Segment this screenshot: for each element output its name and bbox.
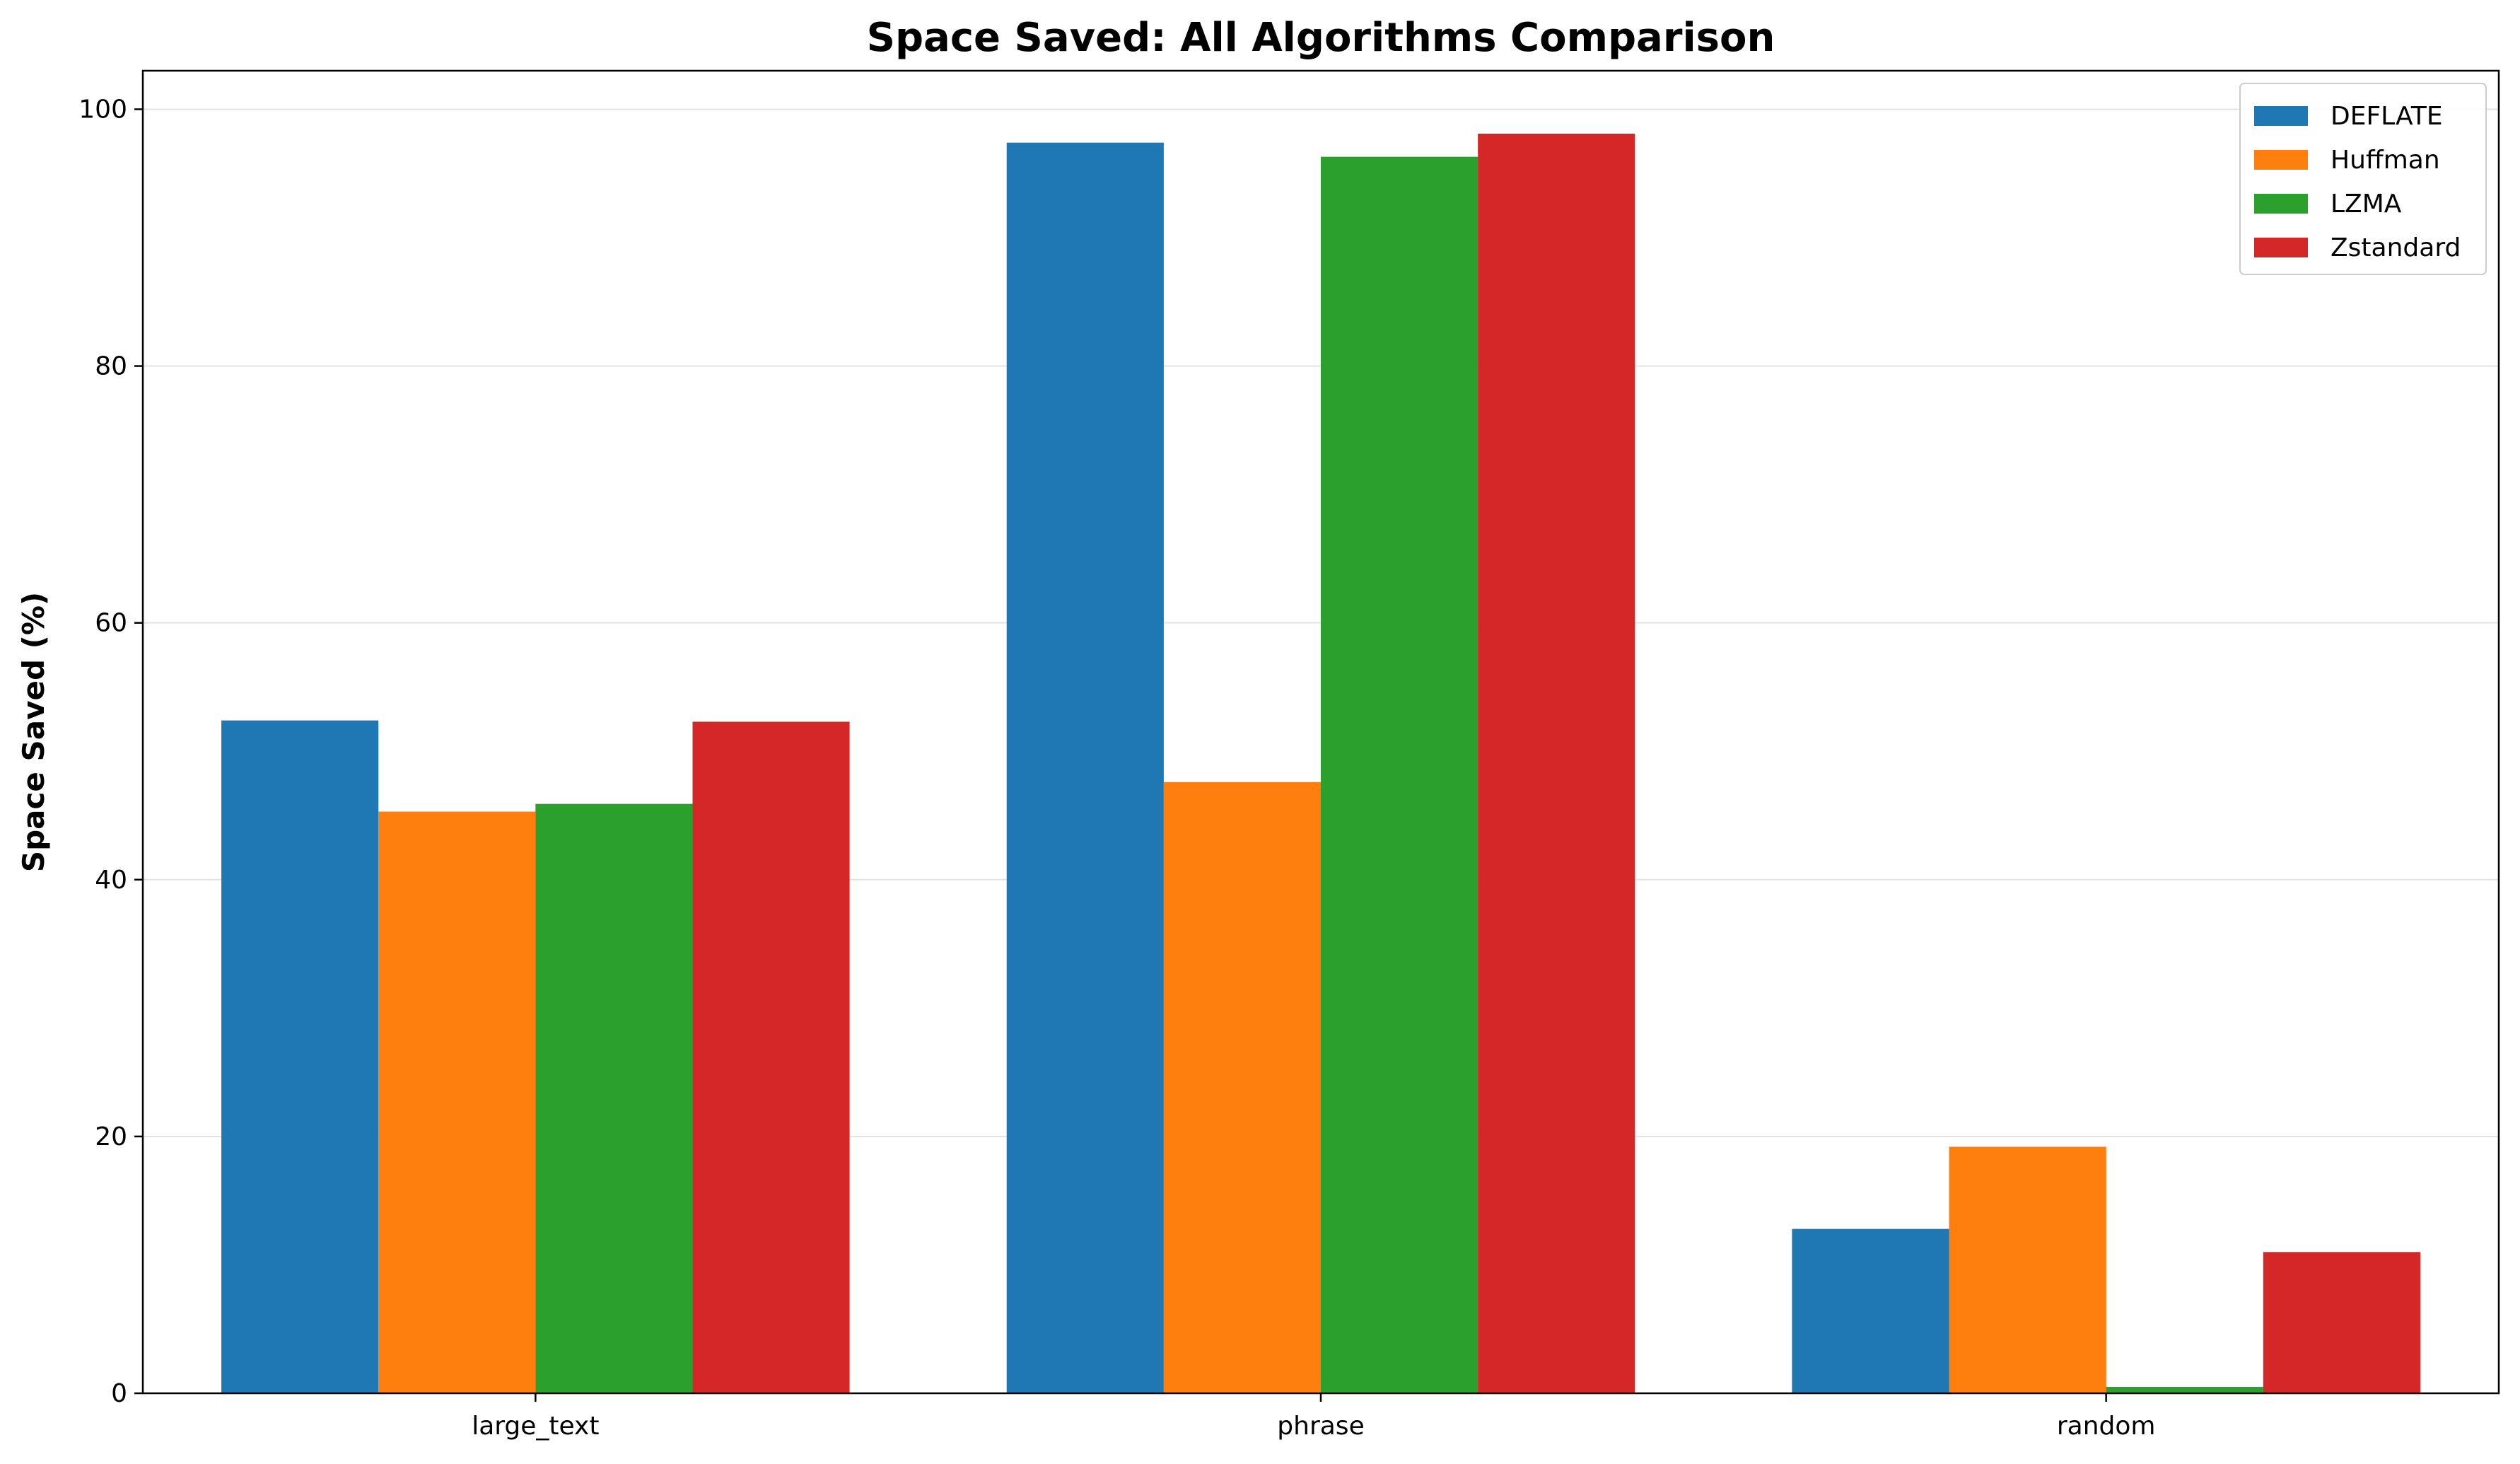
y-tick-label: 60 <box>95 609 127 638</box>
x-tick-label: random <box>2057 1412 2156 1441</box>
bar-huffman-large_text <box>378 811 536 1393</box>
legend-label-lzma: LZMA <box>2331 190 2402 219</box>
legend: DEFLATE Huffman LZMA Zstandard <box>2239 83 2487 275</box>
bars <box>221 133 2420 1394</box>
legend-label-huffman: Huffman <box>2331 146 2440 175</box>
bar-lzma-random <box>2106 1386 2263 1393</box>
bar-zstandard-random <box>2263 1252 2420 1393</box>
bar-deflate-large_text <box>221 720 379 1393</box>
bar-zstandard-phrase <box>1478 133 1635 1393</box>
legend-swatch-huffman <box>2254 150 2308 170</box>
axis-ticks: 0 20 40 60 80 100 large_text phrase random <box>78 95 2155 1441</box>
legend-swatch-lzma <box>2254 194 2308 214</box>
bar-lzma-phrase <box>1321 156 1478 1394</box>
bar-deflate-phrase <box>1006 142 1164 1393</box>
bar-lzma-large_text <box>535 803 693 1393</box>
bar-deflate-random <box>1792 1228 1949 1393</box>
legend-swatch-zstandard <box>2254 238 2308 257</box>
legend-box <box>2239 83 2487 275</box>
chart-title: Space Saved: All Algorithms Comparison <box>867 15 1775 61</box>
y-tick-label: 100 <box>78 95 127 124</box>
y-axis-title: Space Saved (%) <box>16 592 51 872</box>
legend-label-deflate: DEFLATE <box>2331 102 2443 131</box>
bar-huffman-random <box>1949 1146 2106 1393</box>
y-tick-label: 80 <box>95 352 127 381</box>
y-tick-label: 20 <box>95 1122 127 1151</box>
bar-huffman-phrase <box>1163 782 1321 1393</box>
bar-zstandard-large_text <box>692 721 850 1393</box>
x-tick-label: phrase <box>1277 1412 1364 1441</box>
y-tick-label: 0 <box>111 1379 127 1408</box>
legend-swatch-deflate <box>2254 106 2308 126</box>
x-tick-label: large_text <box>472 1412 599 1441</box>
legend-label-zstandard: Zstandard <box>2331 233 2461 262</box>
y-tick-label: 40 <box>95 866 127 895</box>
